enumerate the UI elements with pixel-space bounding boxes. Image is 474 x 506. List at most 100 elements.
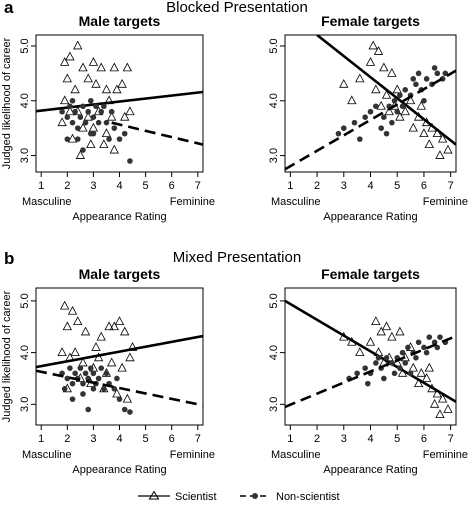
scientist-point — [104, 321, 114, 331]
scientist-fit-line — [285, 299, 456, 403]
non-scientist-point — [402, 360, 409, 366]
non-scientist-point — [421, 344, 427, 351]
x-tick-label: 2 — [64, 433, 70, 445]
x-tick-label: 3 — [90, 180, 96, 192]
non-scientist-point — [85, 406, 91, 413]
non-scientist-point — [397, 92, 403, 99]
plot-frame — [284, 34, 457, 173]
non-scientist-point — [383, 130, 390, 137]
x-tick-label: 1 — [38, 180, 44, 192]
scientist-point — [379, 62, 389, 72]
scientist-point — [339, 78, 349, 88]
x-tick-label: 1 — [287, 433, 293, 445]
x-tick-label: 4 — [116, 180, 122, 192]
scientist-point — [96, 331, 106, 341]
non-scientist-point — [80, 147, 86, 153]
scientist-point — [78, 122, 88, 132]
x-anchor-masculine: Masculine — [271, 196, 321, 208]
scientist-point — [384, 106, 394, 116]
non-scientist-point — [405, 344, 411, 351]
non-scientist-point — [95, 119, 102, 126]
x-axis-label: Appearance Rating — [72, 211, 166, 223]
scientist-point — [405, 95, 416, 105]
non-scientist-point — [64, 375, 71, 382]
scientist-point — [424, 139, 434, 149]
scientist-point — [96, 62, 106, 72]
scientist-point — [109, 62, 119, 72]
non-scientist-fit-line — [285, 69, 456, 171]
non-scientist-point — [378, 125, 384, 131]
x-tick-label: 7 — [195, 180, 201, 192]
scientist-point — [70, 347, 80, 357]
x-tick-label: 3 — [341, 433, 347, 445]
non-scientist-point — [121, 130, 128, 137]
non-scientist-point — [389, 360, 395, 366]
scientist-point — [88, 122, 99, 132]
non-scientist-point — [381, 114, 387, 120]
non-scientist-fit-line — [36, 369, 203, 407]
scientist-point — [65, 106, 75, 116]
scientist-point — [101, 84, 112, 94]
non-scientist-point — [69, 119, 76, 126]
section-a-title: Blocked Presentation — [166, 0, 308, 16]
x-tick-label: 7 — [448, 433, 454, 445]
scientist-point — [60, 95, 70, 105]
non-scientist-point — [64, 136, 71, 142]
series-scientist — [285, 299, 456, 419]
scientist-point — [86, 139, 96, 149]
x-anchor-masculine: Masculine — [271, 449, 321, 461]
non-scientist-point — [127, 158, 133, 164]
series-non-scientist — [36, 365, 203, 415]
x-tick-label: 2 — [314, 433, 320, 445]
non-scientist-point — [391, 97, 398, 104]
scientist-point — [60, 300, 70, 310]
y-tick-label: 4.0 — [19, 345, 31, 360]
scientist-point — [57, 117, 67, 127]
non-scientist-point — [82, 119, 89, 126]
non-scientist-point — [434, 70, 441, 77]
non-scientist-point — [407, 370, 414, 377]
scientist-fit-line — [36, 90, 203, 113]
scientist-point — [413, 378, 424, 388]
scientist-point — [443, 144, 453, 154]
non-scientist-fit-line — [111, 121, 203, 146]
non-scientist-point — [87, 97, 94, 104]
non-scientist-point — [410, 76, 417, 82]
scientist-point — [122, 62, 132, 72]
non-scientist-point — [431, 65, 438, 71]
non-scientist-point — [399, 349, 406, 356]
scientist-point — [107, 357, 117, 367]
scientist-point — [429, 398, 440, 408]
scientist-point — [376, 100, 386, 110]
non-scientist-point — [357, 136, 363, 142]
non-scientist-point — [67, 365, 73, 371]
legend-non-scientist-label: Non-scientist — [276, 491, 340, 503]
x-tick-label: 7 — [195, 433, 201, 445]
scientist-point — [443, 404, 453, 413]
y-tick-label: 5.0 — [268, 293, 280, 308]
scientist-point — [62, 73, 72, 83]
scientist-point — [112, 388, 122, 398]
non-scientist-fit-line — [285, 334, 456, 409]
scientist-point — [371, 84, 381, 94]
scientist-point — [122, 393, 132, 403]
scientist-point — [125, 106, 135, 116]
non-scientist-point — [402, 87, 409, 93]
non-scientist-point — [421, 97, 427, 104]
scientist-point — [70, 84, 80, 94]
scientist-point — [88, 57, 99, 66]
scientist-point — [376, 326, 386, 336]
y-axis-label: Judged likelihood of career — [1, 37, 13, 169]
scientist-point — [73, 40, 83, 50]
non-scientist-point — [59, 108, 65, 115]
non-scientist-point — [127, 409, 133, 415]
non-scientist-point — [381, 375, 387, 382]
scientist-point — [381, 89, 392, 99]
scientist-point — [117, 362, 127, 372]
non-scientist-point — [67, 103, 73, 110]
scientist-point — [75, 150, 86, 159]
non-scientist-point — [69, 380, 76, 387]
scientist-point — [355, 73, 365, 83]
scientist-point — [107, 111, 117, 121]
